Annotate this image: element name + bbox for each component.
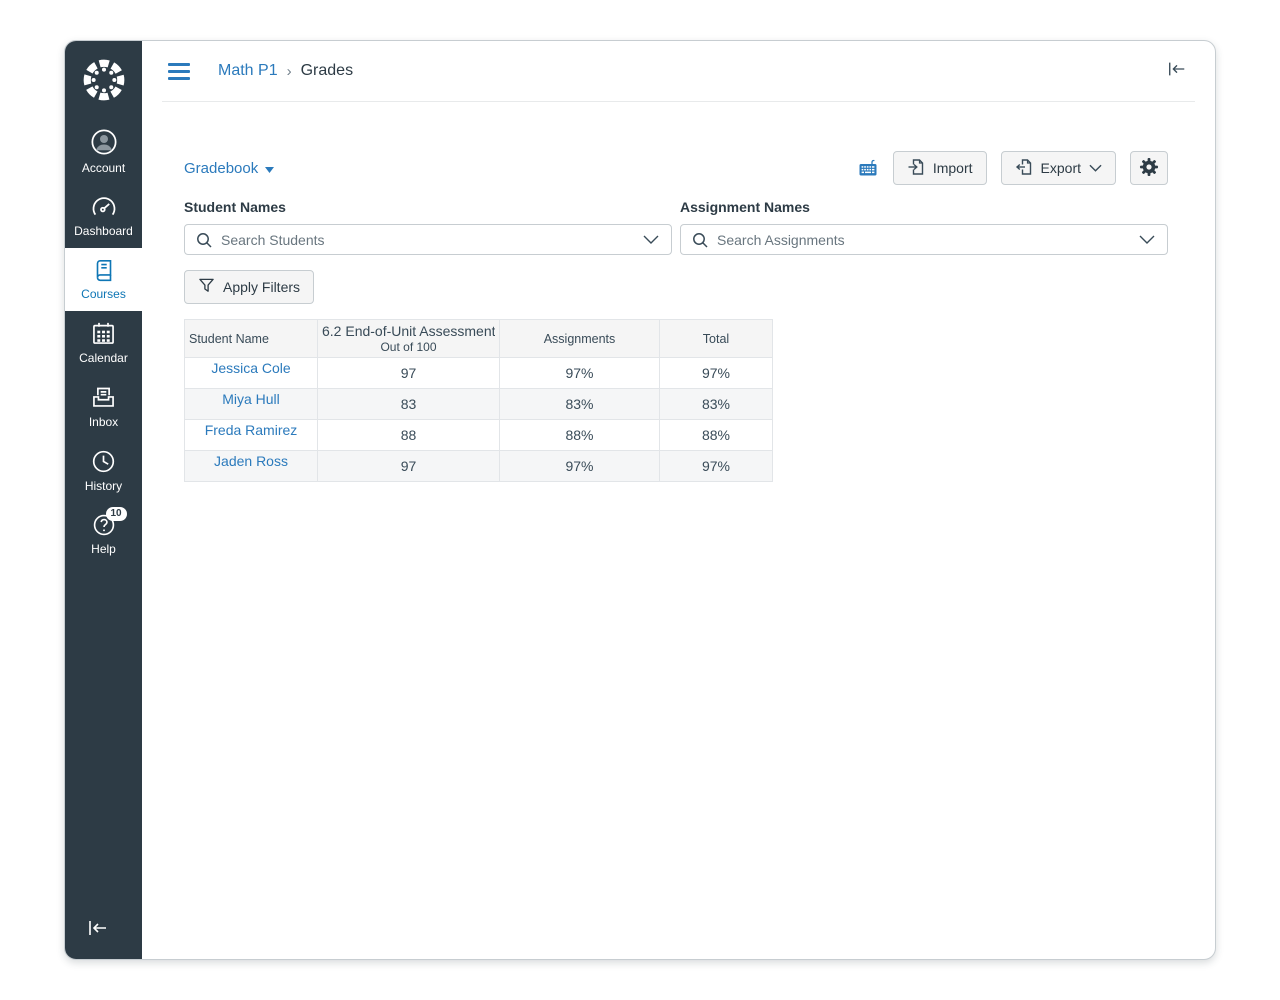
sidebar-collapse-button[interactable] bbox=[65, 920, 109, 959]
gradebook-dropdown[interactable]: Gradebook bbox=[184, 159, 275, 177]
canvas-logo[interactable] bbox=[81, 41, 127, 118]
grades-table-header-row: Student Name 6.2 End-of-Unit Assessment … bbox=[184, 319, 773, 358]
global-nav-sidebar: Account Dashboard Courses bbox=[65, 41, 142, 959]
student-name-link[interactable]: Jessica Cole bbox=[211, 360, 291, 376]
column-header-student-name: Student Name bbox=[184, 319, 318, 358]
breadcrumb-course-link[interactable]: Math P1 bbox=[218, 62, 278, 79]
calendar-icon bbox=[90, 320, 117, 347]
topbar-divider bbox=[162, 101, 1195, 102]
assessment-score-cell: 83 bbox=[317, 388, 500, 420]
keyboard-shortcuts-icon[interactable] bbox=[857, 159, 879, 178]
sidebar-item-history[interactable]: History bbox=[65, 439, 142, 503]
table-row: Jaden Ross 97 97% 97% bbox=[184, 450, 773, 482]
sidebar-item-label: Courses bbox=[81, 287, 126, 301]
gradebook-content: Gradebook bbox=[142, 102, 1215, 959]
sidebar-item-inbox[interactable]: Inbox bbox=[65, 375, 142, 439]
apply-filters-button[interactable]: Apply Filters bbox=[184, 270, 315, 304]
chevron-down-icon[interactable] bbox=[643, 235, 659, 244]
sidebar-item-calendar[interactable]: Calendar bbox=[65, 311, 142, 375]
table-row: Jessica Cole 97 97% 97% bbox=[184, 357, 773, 389]
import-button-label: Import bbox=[932, 160, 973, 176]
import-button[interactable]: Import bbox=[892, 151, 987, 185]
sidebar-item-label: Calendar bbox=[79, 351, 128, 365]
courses-icon bbox=[91, 257, 117, 283]
breadcrumb-separator: › bbox=[286, 62, 292, 80]
export-button[interactable]: Export bbox=[1000, 151, 1116, 185]
caret-down-icon bbox=[265, 160, 275, 177]
student-name-link[interactable]: Freda Ramirez bbox=[204, 422, 298, 438]
help-icon bbox=[91, 512, 117, 538]
sidebar-item-help[interactable]: 10 Help bbox=[65, 503, 142, 566]
sidebar-item-label: Inbox bbox=[88, 415, 119, 429]
chevron-down-icon bbox=[1089, 164, 1102, 172]
history-icon bbox=[90, 448, 117, 475]
filters-section: Student Names Assignmen bbox=[184, 199, 1168, 255]
export-icon bbox=[1015, 158, 1033, 179]
assignments-percent-cell: 97% bbox=[499, 450, 660, 482]
assignment-search-combobox[interactable] bbox=[680, 224, 1168, 255]
collapse-panel-button[interactable] bbox=[1167, 61, 1187, 82]
column-header-assessment: 6.2 End-of-Unit Assessment Out of 100 bbox=[317, 319, 500, 358]
gradebook-settings-button[interactable] bbox=[1130, 151, 1168, 185]
assessment-score-cell: 88 bbox=[317, 419, 500, 451]
assessment-score-cell: 97 bbox=[317, 357, 500, 389]
apply-filters-label: Apply Filters bbox=[223, 279, 301, 295]
breadcrumb-current-page: Grades bbox=[300, 62, 354, 79]
sidebar-item-account[interactable]: Account bbox=[65, 118, 142, 185]
sidebar-item-dashboard[interactable]: Dashboard bbox=[65, 185, 142, 248]
inbox-icon bbox=[90, 384, 117, 411]
gradebook-dropdown-label: Gradebook bbox=[184, 159, 259, 177]
search-assignments-input[interactable] bbox=[717, 231, 1130, 248]
import-icon bbox=[907, 158, 925, 179]
search-icon bbox=[692, 232, 708, 248]
table-row: Freda Ramirez 88 88% 88% bbox=[184, 419, 773, 451]
column-header-total: Total bbox=[659, 319, 773, 358]
assignments-percent-cell: 83% bbox=[499, 388, 660, 420]
total-percent-cell: 83% bbox=[659, 388, 773, 420]
student-names-label: Student Names bbox=[184, 199, 286, 215]
filter-funnel-icon bbox=[198, 277, 215, 297]
account-icon bbox=[89, 127, 119, 157]
assessment-score-cell: 97 bbox=[317, 450, 500, 482]
sidebar-item-label: Help bbox=[91, 542, 116, 556]
gear-icon bbox=[1139, 157, 1159, 180]
assignments-percent-cell: 97% bbox=[499, 357, 660, 389]
sidebar-item-courses[interactable]: Courses bbox=[65, 248, 142, 311]
search-students-input[interactable] bbox=[221, 231, 634, 248]
student-search-combobox[interactable] bbox=[184, 224, 672, 255]
search-icon bbox=[196, 232, 212, 248]
sidebar-item-label: Account bbox=[81, 161, 126, 175]
gradebook-toolbar: Gradebook bbox=[184, 150, 1168, 186]
sidebar-item-label: Dashboard bbox=[74, 224, 133, 238]
main-area: Math P1 › Grades Gradebook bbox=[142, 41, 1215, 959]
table-row: Miya Hull 83 83% 83% bbox=[184, 388, 773, 420]
total-percent-cell: 88% bbox=[659, 419, 773, 451]
student-name-link[interactable]: Jaden Ross bbox=[214, 453, 288, 469]
assignments-percent-cell: 88% bbox=[499, 419, 660, 451]
student-name-link[interactable]: Miya Hull bbox=[222, 391, 280, 407]
topbar: Math P1 › Grades bbox=[142, 41, 1215, 101]
total-percent-cell: 97% bbox=[659, 450, 773, 482]
collapse-left-icon bbox=[1167, 61, 1187, 82]
hamburger-menu-icon[interactable] bbox=[166, 61, 192, 82]
export-button-label: Export bbox=[1040, 160, 1081, 176]
dashboard-icon bbox=[90, 194, 118, 220]
collapse-left-icon bbox=[87, 921, 109, 940]
help-count-badge: 10 bbox=[105, 507, 127, 521]
app-window: Account Dashboard Courses bbox=[64, 40, 1216, 960]
assignment-names-label: Assignment Names bbox=[680, 199, 810, 215]
grades-table: Student Name 6.2 End-of-Unit Assessment … bbox=[184, 319, 773, 482]
sidebar-item-label: History bbox=[84, 479, 123, 493]
chevron-down-icon[interactable] bbox=[1139, 235, 1155, 244]
column-header-assignments: Assignments bbox=[499, 319, 660, 358]
breadcrumb: Math P1 › Grades bbox=[218, 62, 353, 80]
total-percent-cell: 97% bbox=[659, 357, 773, 389]
